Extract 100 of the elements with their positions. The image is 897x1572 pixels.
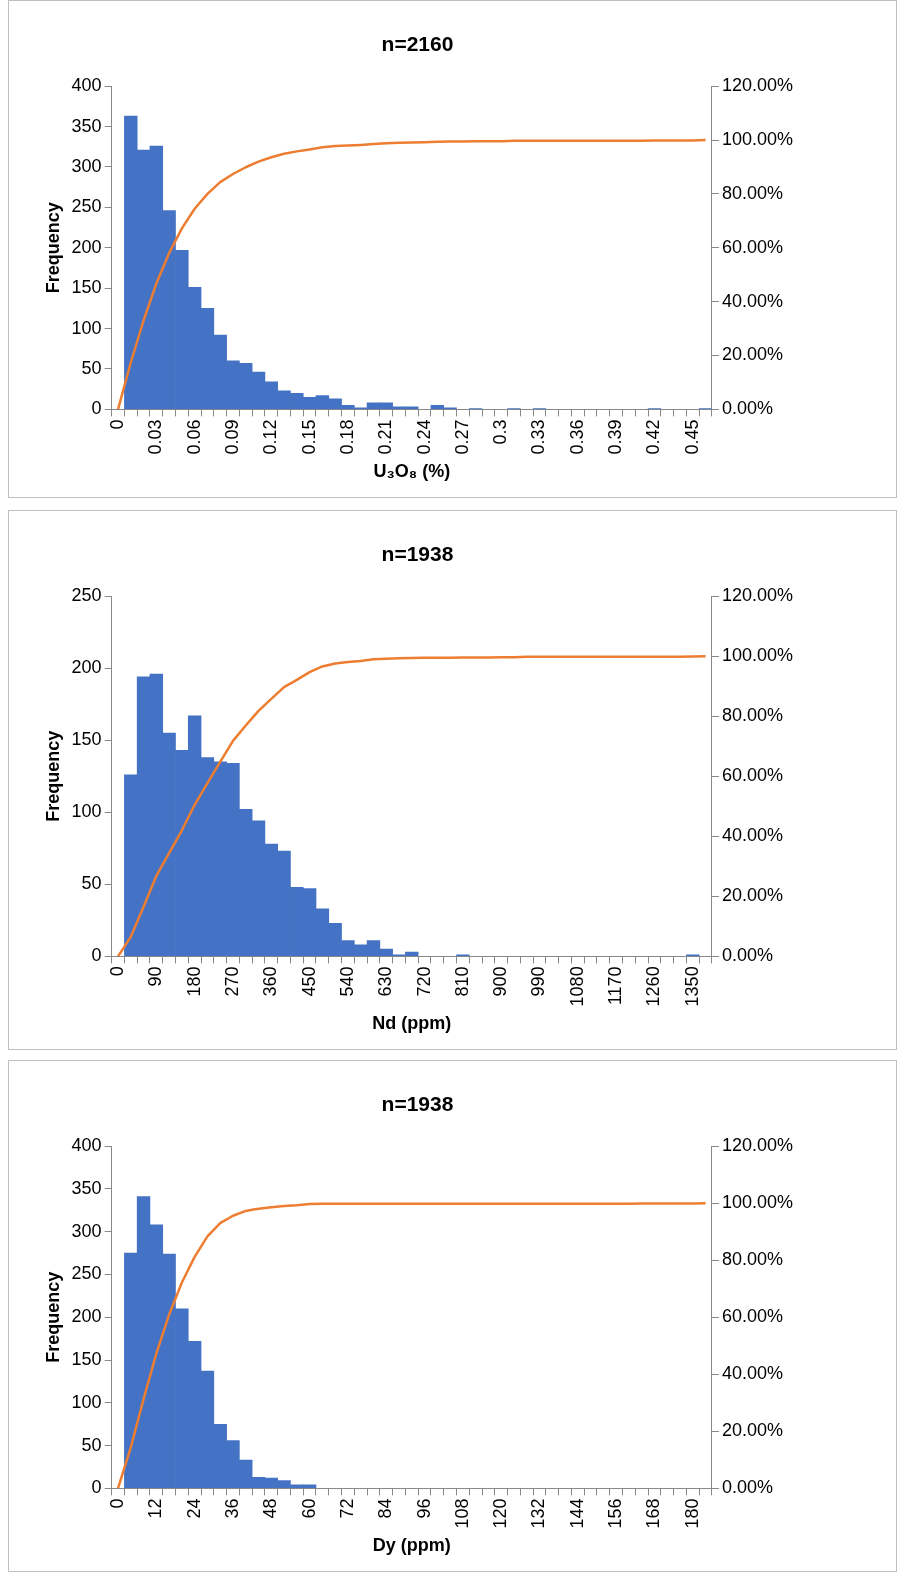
y2-tick-label: 60.00% [721, 236, 783, 257]
chart-title: n=1938 [381, 542, 454, 566]
y2-tick-label: 40.00% [721, 1363, 783, 1384]
y-axis-title: Frequency [42, 1271, 63, 1363]
x-tick-label: 156 [605, 1498, 626, 1529]
y-tick-label: 150 [71, 1349, 102, 1370]
y2-tick-label: 100.00% [721, 129, 793, 150]
y-tick-label: 0 [91, 945, 102, 966]
x-tick-label: 990 [528, 966, 549, 997]
y-tick-label: 50 [81, 873, 102, 894]
y-tick-label: 350 [71, 1177, 102, 1198]
x-tick-label: 132 [528, 1498, 549, 1529]
y2-tick-label: 40.00% [721, 290, 783, 311]
x-tick-label: 168 [643, 1498, 664, 1529]
y-tick-label: 250 [71, 585, 102, 606]
x-tick-label: 84 [375, 1498, 396, 1519]
x-tick-label: 900 [490, 966, 511, 997]
y2-tick-label: 0.00% [721, 1477, 773, 1498]
y-tick-label: 300 [71, 1220, 102, 1241]
x-tick-label: 0 [106, 419, 127, 430]
x-tick-label: 108 [451, 1498, 472, 1529]
x-tick-label: 1080 [566, 966, 587, 1007]
y-tick-label: 200 [71, 236, 102, 257]
y2-tick-label: 120.00% [721, 1135, 793, 1156]
y2-tick-label: 20.00% [721, 1420, 783, 1441]
x-tick-label: 0.45 [681, 419, 702, 455]
x-tick-label: 0.39 [605, 419, 626, 455]
y2-tick-label: 60.00% [721, 765, 783, 786]
x-tick-label: 96 [413, 1498, 434, 1519]
y2-tick-label: 120.00% [721, 75, 793, 96]
y2-tick-label: 100.00% [721, 645, 793, 666]
y-tick-label: 100 [71, 317, 102, 338]
y2-tick-label: 80.00% [721, 182, 783, 203]
x-tick-label: 720 [413, 966, 434, 997]
y-tick-label: 350 [71, 115, 102, 136]
y-tick-label: 50 [81, 1434, 102, 1455]
x-tick-label: 180 [183, 966, 204, 997]
x-tick-label: 0.06 [183, 419, 204, 455]
y2-tick-label: 0.00% [721, 945, 773, 966]
x-tick-label: 180 [681, 1498, 702, 1529]
x-tick-label: 120 [490, 1498, 511, 1529]
x-tick-label: 144 [566, 1498, 587, 1529]
y-tick-label: 100 [71, 1391, 102, 1412]
chart-title: n=1938 [381, 1092, 454, 1116]
x-tick-label: 1260 [643, 966, 664, 1007]
y-tick-label: 150 [71, 729, 102, 750]
y2-tick-label: 40.00% [721, 825, 783, 846]
y-tick-label: 150 [71, 277, 102, 298]
y-axis-title: Frequency [42, 730, 63, 822]
x-tick-label: 0 [106, 966, 127, 977]
x-tick-label: 0.09 [221, 419, 242, 455]
x-tick-label: 0 [106, 1498, 127, 1509]
x-axis-title: U₃O₈ (%) [373, 461, 451, 482]
y2-tick-label: 120.00% [721, 585, 793, 606]
x-tick-label: 1170 [605, 966, 626, 1006]
x-tick-label: 810 [451, 966, 472, 997]
x-tick-label: 630 [375, 966, 396, 997]
y2-tick-label: 80.00% [721, 705, 783, 726]
y2-tick-label: 0.00% [721, 398, 773, 419]
x-tick-label: 450 [298, 966, 319, 997]
x-tick-label: 1350 [681, 966, 702, 1007]
x-tick-label: 0.27 [451, 419, 472, 455]
x-axis-title: Dy (ppm) [372, 1535, 451, 1556]
x-tick-label: 540 [336, 966, 357, 997]
x-tick-label: 48 [260, 1498, 281, 1519]
y2-tick-label: 60.00% [721, 1306, 783, 1327]
y-tick-label: 300 [71, 155, 102, 176]
x-axis-title: Nd (ppm) [372, 1013, 452, 1034]
chart-title: n=2160 [381, 32, 454, 56]
x-tick-label: 0.21 [375, 419, 396, 455]
x-tick-label: 36 [221, 1498, 242, 1519]
y-tick-label: 0 [91, 1477, 102, 1498]
y2-tick-label: 80.00% [721, 1249, 783, 1270]
x-tick-label: 0.18 [336, 419, 357, 455]
x-tick-label: 0.03 [145, 419, 166, 455]
y-axis-title: Frequency [42, 202, 63, 294]
y-tick-label: 250 [71, 196, 102, 217]
y2-tick-label: 100.00% [721, 1192, 793, 1213]
x-tick-label: 0.3 [490, 419, 511, 445]
x-tick-label: 0.12 [260, 419, 281, 455]
y-tick-label: 100 [71, 801, 102, 822]
y-tick-label: 400 [71, 75, 102, 96]
x-tick-label: 72 [336, 1498, 357, 1519]
x-tick-label: 0.42 [643, 419, 664, 455]
x-tick-label: 0.15 [298, 419, 319, 455]
y-tick-label: 0 [91, 398, 102, 419]
x-tick-label: 24 [183, 1498, 204, 1519]
y-tick-label: 50 [81, 357, 102, 378]
y2-tick-label: 20.00% [721, 344, 783, 365]
x-tick-label: 360 [260, 966, 281, 997]
y-tick-label: 250 [71, 1263, 102, 1284]
y-tick-label: 400 [71, 1135, 102, 1156]
x-tick-label: 0.24 [413, 419, 434, 455]
x-tick-label: 90 [145, 966, 166, 987]
x-tick-label: 0.33 [528, 419, 549, 455]
y-tick-label: 200 [71, 1306, 102, 1327]
y2-tick-label: 20.00% [721, 885, 783, 906]
x-tick-label: 12 [145, 1498, 166, 1519]
x-tick-label: 0.36 [566, 419, 587, 455]
x-tick-label: 60 [298, 1498, 319, 1519]
